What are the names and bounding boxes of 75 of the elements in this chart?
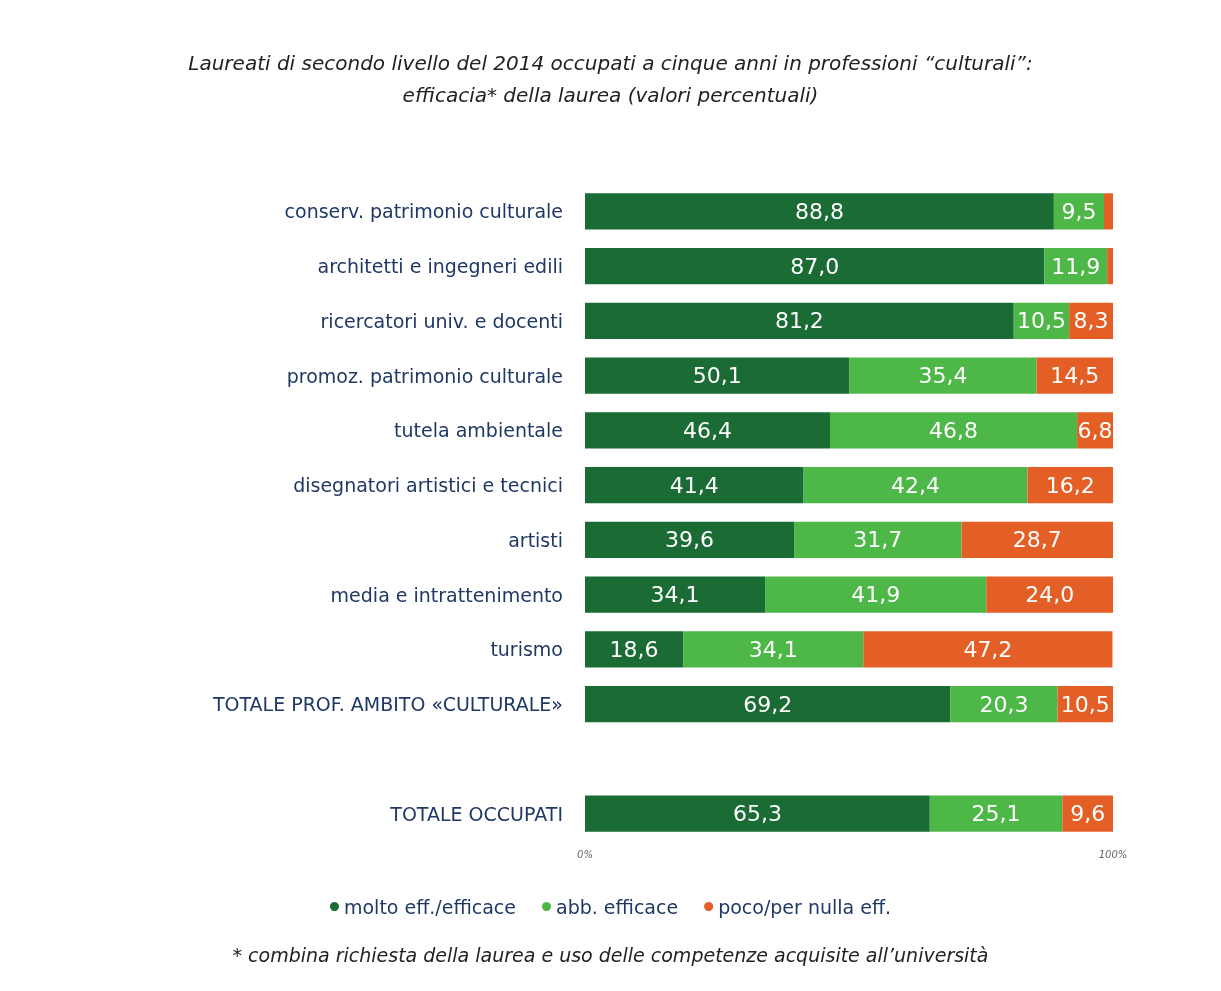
- data-label: 50,1: [692, 363, 742, 389]
- y-tick-label: conserv. patrimonio culturale: [284, 200, 563, 223]
- data-label: 39,6: [665, 527, 715, 553]
- data-label: 65,3: [732, 801, 782, 827]
- data-label: 34,1: [748, 636, 798, 662]
- data-label: 88,8: [794, 198, 844, 224]
- bar: [1107, 248, 1113, 285]
- bar: [803, 467, 1028, 504]
- bar: [829, 412, 1078, 449]
- bar: [950, 686, 1058, 723]
- x-tick-label: 0%: [577, 848, 593, 860]
- data-label: 69,2: [743, 691, 793, 717]
- data-label: 47,2: [963, 636, 1013, 662]
- data-label: 16,2: [1045, 472, 1095, 498]
- data-label: 28,7: [1012, 527, 1062, 553]
- legend-label: poco/per nulla eff.: [718, 895, 892, 918]
- legend-label: molto eff./efficace: [343, 895, 516, 918]
- data-label: 81,2: [774, 308, 824, 334]
- bar: [683, 631, 864, 668]
- data-label: 41,4: [669, 472, 719, 498]
- y-tick-label: tutela ambientale: [394, 419, 563, 442]
- bar: [585, 795, 930, 832]
- bar: [585, 631, 684, 668]
- bar: [765, 576, 987, 613]
- x-tick-label: 100%: [1098, 848, 1128, 860]
- bar: [849, 357, 1037, 394]
- bar: [585, 576, 766, 613]
- data-label: 41,9: [851, 582, 901, 608]
- data-label: 14,5: [1050, 363, 1100, 389]
- bar: [585, 521, 795, 558]
- bar: [1036, 357, 1113, 394]
- y-tick-label: TOTALE OCCUPATI: [389, 802, 563, 825]
- bar: [1104, 193, 1113, 230]
- y-tick-label: promoz. patrimonio culturale: [286, 364, 563, 387]
- data-label: 87,0: [790, 253, 840, 279]
- y-tick-label: TOTALE PROF. AMBITO «CULTURALE»: [211, 693, 563, 716]
- data-label: 11,9: [1051, 253, 1101, 279]
- bar: [961, 521, 1113, 558]
- data-label: 46,4: [683, 417, 732, 443]
- data-label: 46,8: [929, 417, 979, 443]
- data-label: 42,4: [891, 472, 941, 498]
- bar: [986, 576, 1113, 613]
- data-label: 18,6: [609, 636, 659, 662]
- bar: [585, 686, 951, 723]
- y-tick-label: turismo: [490, 638, 563, 661]
- data-label: 31,7: [853, 527, 903, 553]
- data-label: 35,4: [918, 363, 968, 389]
- y-tick-label: ricercatori univ. e docenti: [320, 309, 563, 332]
- bar: [863, 631, 1113, 668]
- y-tick-label: disegnatori artistici e tecnici: [293, 474, 563, 497]
- legend-label: abb. efficace: [556, 895, 679, 918]
- y-tick-label: media e intrattenimento: [330, 583, 563, 606]
- bar: [585, 302, 1014, 339]
- bar: [1027, 467, 1113, 504]
- y-tick-label: architetti e ingegneri edili: [317, 255, 563, 278]
- bar: [585, 248, 1045, 285]
- data-label: 24,0: [1025, 582, 1075, 608]
- data-label: 8,3: [1073, 308, 1109, 334]
- chart-title: Laureati di secondo livello del 2014 occupati a cinque anni in professioni “culturali”: efficacia* della laurea (valori percentuali): [188, 51, 1033, 107]
- data-label: 20,3: [979, 691, 1029, 717]
- bar: [585, 357, 850, 394]
- data-label: 10,5: [1016, 308, 1066, 334]
- bar: [929, 795, 1063, 832]
- data-label: 9,5: [1061, 198, 1097, 224]
- text: * combina richiesta della laurea e uso delle competenze acquisite all’università: [232, 943, 989, 966]
- bar: [585, 193, 1054, 230]
- data-label: 10,5: [1060, 691, 1110, 717]
- data-label: 25,1: [971, 801, 1021, 827]
- data-label: 6,8: [1077, 417, 1113, 443]
- data-label: 9,6: [1070, 801, 1106, 827]
- bar: [585, 412, 830, 449]
- y-tick-label: artisti: [508, 528, 563, 551]
- bar: [794, 521, 962, 558]
- bar: [585, 467, 804, 504]
- data-label: 34,1: [650, 582, 700, 608]
